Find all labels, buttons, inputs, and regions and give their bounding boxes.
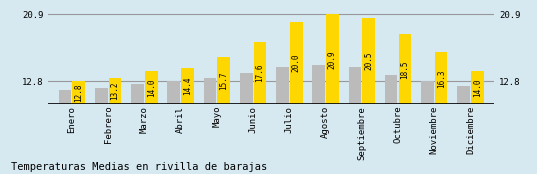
- Bar: [217, 57, 230, 104]
- Bar: [240, 73, 252, 104]
- Bar: [168, 81, 180, 104]
- Text: 20.5: 20.5: [364, 52, 373, 70]
- Text: 12.8: 12.8: [74, 84, 83, 102]
- Bar: [108, 78, 121, 104]
- Text: 20.0: 20.0: [292, 54, 301, 72]
- Bar: [398, 34, 411, 104]
- Bar: [385, 76, 397, 104]
- Bar: [349, 67, 361, 104]
- Text: 13.2: 13.2: [111, 82, 120, 100]
- Text: 17.6: 17.6: [256, 64, 264, 82]
- Text: 15.7: 15.7: [219, 72, 228, 90]
- Text: 14.0: 14.0: [473, 79, 482, 97]
- Bar: [313, 65, 325, 104]
- Bar: [435, 52, 447, 104]
- Bar: [145, 71, 157, 104]
- Bar: [458, 86, 470, 104]
- Bar: [131, 84, 144, 104]
- Text: 18.5: 18.5: [401, 60, 409, 78]
- Bar: [59, 89, 71, 104]
- Text: 14.4: 14.4: [183, 77, 192, 96]
- Bar: [326, 14, 339, 104]
- Text: Temperaturas Medias en rivilla de barajas: Temperaturas Medias en rivilla de baraja…: [11, 162, 267, 172]
- Bar: [95, 88, 107, 104]
- Bar: [72, 81, 85, 104]
- Text: 14.0: 14.0: [147, 79, 156, 97]
- Bar: [362, 18, 375, 104]
- Bar: [204, 78, 216, 104]
- Text: 16.3: 16.3: [437, 69, 446, 88]
- Bar: [253, 42, 266, 104]
- Bar: [181, 68, 194, 104]
- Bar: [276, 67, 289, 104]
- Text: 20.9: 20.9: [328, 50, 337, 69]
- Bar: [421, 81, 434, 104]
- Bar: [471, 71, 484, 104]
- Bar: [290, 22, 302, 104]
